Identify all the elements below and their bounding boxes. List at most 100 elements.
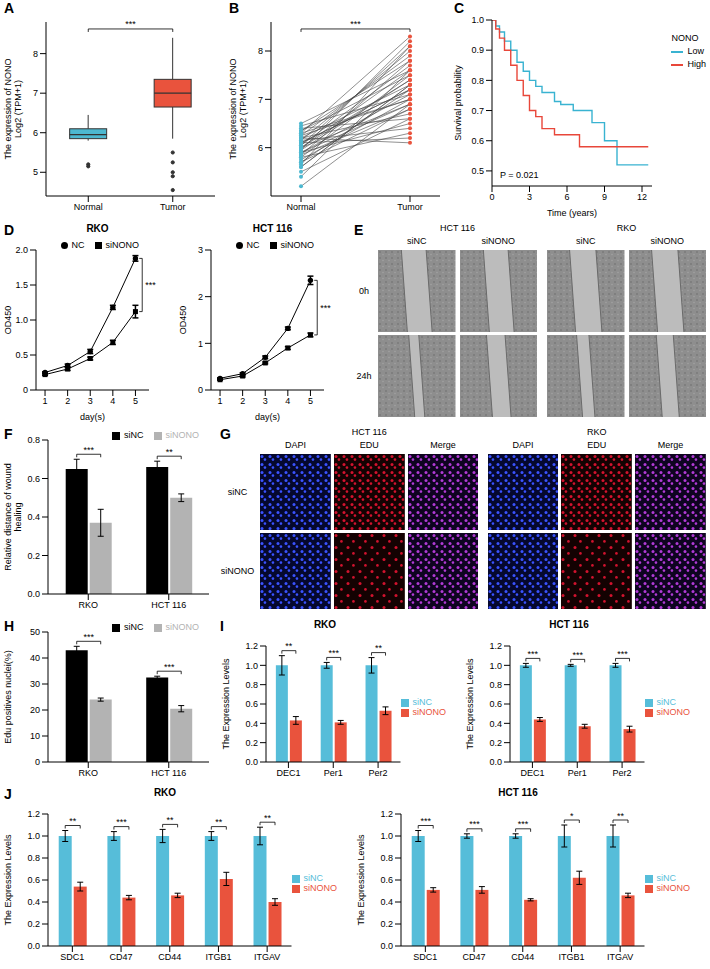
svg-text:0.6: 0.6 <box>489 699 502 709</box>
svg-text:**: ** <box>215 817 223 827</box>
svg-text:2: 2 <box>240 396 245 406</box>
svg-text:CD47: CD47 <box>110 952 133 962</box>
svg-text:12: 12 <box>637 192 647 202</box>
svg-text:ITGB1: ITGB1 <box>205 952 231 962</box>
svg-text:0.2: 0.2 <box>245 738 258 748</box>
svg-text:Per2: Per2 <box>369 768 388 778</box>
svg-text:1.0: 1.0 <box>245 661 258 671</box>
svg-text:HCT 116: HCT 116 <box>151 600 186 610</box>
svg-text:***: *** <box>617 649 628 659</box>
svg-text:40: 40 <box>30 653 40 663</box>
svg-text:3: 3 <box>198 245 203 255</box>
svg-text:***: *** <box>125 19 136 29</box>
svg-text:Per1: Per1 <box>324 768 343 778</box>
svg-text:0.2: 0.2 <box>27 919 40 929</box>
svg-text:0: 0 <box>35 757 40 767</box>
svg-text:SDC1: SDC1 <box>413 952 437 962</box>
svg-text:day(s): day(s) <box>255 412 280 422</box>
svg-text:50: 50 <box>30 627 40 637</box>
svg-text:6: 6 <box>258 143 263 153</box>
svg-text:0.6: 0.6 <box>245 699 258 709</box>
svg-text:0.7: 0.7 <box>471 106 484 116</box>
svg-text:30: 30 <box>30 679 40 689</box>
svg-text:ITGAV: ITGAV <box>254 952 280 962</box>
svg-text:***: *** <box>83 445 94 455</box>
svg-text:0.2: 0.2 <box>489 738 502 748</box>
svg-text:1.2: 1.2 <box>245 641 258 651</box>
svg-text:Tumor: Tumor <box>160 202 186 212</box>
svg-text:***: *** <box>145 280 156 290</box>
svg-text:5: 5 <box>308 396 313 406</box>
svg-text:0.8: 0.8 <box>27 853 40 863</box>
svg-text:DEC1: DEC1 <box>276 768 300 778</box>
svg-text:1.0: 1.0 <box>27 831 40 841</box>
svg-text:0.0: 0.0 <box>27 941 40 951</box>
svg-text:Per2: Per2 <box>613 768 632 778</box>
svg-text:Per1: Per1 <box>568 768 587 778</box>
svg-text:**: ** <box>264 813 272 823</box>
svg-text:0.2: 0.2 <box>27 551 40 561</box>
svg-text:**: ** <box>166 447 174 457</box>
svg-text:ITGB1: ITGB1 <box>558 952 584 962</box>
svg-text:Edu positives nuclei(%): Edu positives nuclei(%) <box>3 650 13 744</box>
svg-text:5: 5 <box>33 167 38 177</box>
svg-text:1: 1 <box>218 396 223 406</box>
svg-text:The Expression Levels: The Expression Levels <box>465 658 475 750</box>
svg-text:20: 20 <box>30 705 40 715</box>
svg-text:1.0: 1.0 <box>15 315 28 325</box>
svg-text:1.0: 1.0 <box>471 15 484 25</box>
svg-text:0.8: 0.8 <box>380 853 393 863</box>
svg-text:1.0: 1.0 <box>489 661 502 671</box>
svg-text:1.2: 1.2 <box>27 809 40 819</box>
svg-text:***: *** <box>350 19 361 29</box>
svg-text:0: 0 <box>489 192 494 202</box>
svg-text:0.2: 0.2 <box>380 919 393 929</box>
svg-text:0.6: 0.6 <box>27 474 40 484</box>
svg-text:DEC1: DEC1 <box>520 768 544 778</box>
svg-text:CD44: CD44 <box>158 952 181 962</box>
svg-text:4: 4 <box>285 396 290 406</box>
svg-text:***: *** <box>320 303 331 313</box>
svg-text:0.8: 0.8 <box>471 76 484 86</box>
svg-text:3: 3 <box>527 192 532 202</box>
svg-text:**: ** <box>285 641 293 651</box>
svg-text:Normal: Normal <box>74 202 103 212</box>
svg-text:0.5: 0.5 <box>15 350 28 360</box>
svg-text:**: ** <box>69 816 77 826</box>
svg-text:0.0: 0.0 <box>245 757 258 767</box>
svg-text:1.5: 1.5 <box>15 280 28 290</box>
svg-text:The Expression Levels: The Expression Levels <box>221 658 231 750</box>
svg-text:5: 5 <box>133 396 138 406</box>
svg-text:The expression of NONOLog2 (TP: The expression of NONOLog2 (TPM+1) <box>3 58 23 159</box>
svg-text:9: 9 <box>602 192 607 202</box>
svg-text:0.4: 0.4 <box>380 897 393 907</box>
svg-text:0.4: 0.4 <box>27 897 40 907</box>
svg-text:***: *** <box>469 819 480 829</box>
svg-text:8: 8 <box>33 49 38 59</box>
svg-text:Survival probability: Survival probability <box>453 65 463 141</box>
svg-text:0.9: 0.9 <box>471 45 484 55</box>
svg-text:0.5: 0.5 <box>471 166 484 176</box>
svg-text:0.0: 0.0 <box>380 941 393 951</box>
svg-text:2: 2 <box>65 396 70 406</box>
svg-text:**: ** <box>375 643 383 653</box>
svg-text:0.4: 0.4 <box>27 512 40 522</box>
svg-text:1: 1 <box>43 396 48 406</box>
svg-text:0.8: 0.8 <box>489 680 502 690</box>
svg-text:***: *** <box>164 662 175 672</box>
svg-text:The Expression Levels: The Expression Levels <box>356 834 366 926</box>
svg-text:***: *** <box>328 648 339 658</box>
svg-text:day(s): day(s) <box>80 412 105 422</box>
svg-text:2: 2 <box>198 292 203 302</box>
svg-text:0.4: 0.4 <box>489 719 502 729</box>
svg-text:0.4: 0.4 <box>245 719 258 729</box>
svg-text:Normal: Normal <box>286 202 315 212</box>
svg-text:***: *** <box>116 817 127 827</box>
svg-text:Tumor: Tumor <box>397 202 423 212</box>
svg-text:The expression of NONOLog2 (TP: The expression of NONOLog2 (TPM+1) <box>228 58 248 159</box>
svg-text:0: 0 <box>23 385 28 395</box>
svg-text:1.2: 1.2 <box>380 809 393 819</box>
svg-text:0.6: 0.6 <box>380 875 393 885</box>
svg-text:***: *** <box>420 816 431 826</box>
svg-text:2.0: 2.0 <box>15 245 28 255</box>
